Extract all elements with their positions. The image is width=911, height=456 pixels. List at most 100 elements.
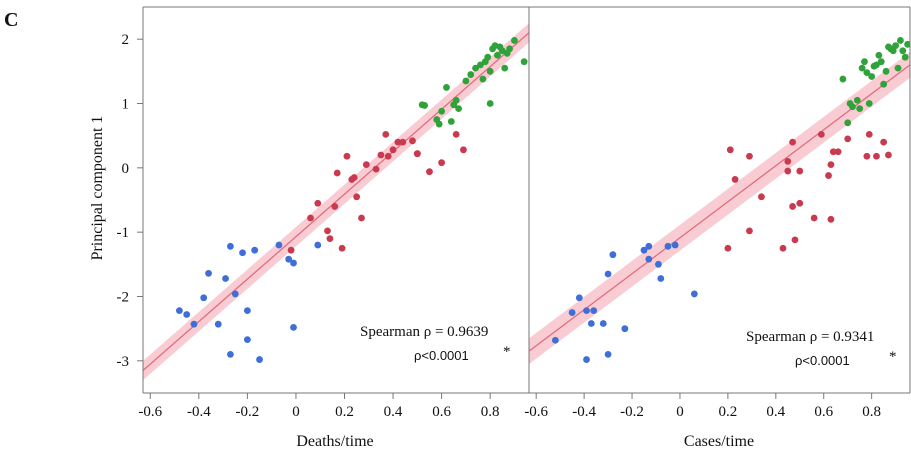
deaths-data-point-blue	[285, 255, 293, 263]
deaths-data-point-blue	[190, 320, 198, 328]
deaths-data-point-blue	[226, 242, 234, 250]
cases-data-point-red	[791, 236, 799, 244]
y-axis-label: Principal component 1	[89, 116, 106, 261]
cases-data-point-green	[904, 40, 910, 48]
cases-data-point-red	[784, 167, 792, 175]
cases-data-point-blue	[599, 320, 607, 327]
deaths-data-point-red	[326, 235, 334, 243]
cases-x-tick-label: -0.2	[620, 404, 644, 420]
cases-data-point-blue	[657, 275, 665, 282]
cases-data-point-green	[853, 96, 861, 104]
deaths-data-point-green	[501, 64, 509, 72]
deaths-x-tick-label: -0.6	[138, 404, 162, 420]
cases-data-point-red	[784, 158, 792, 165]
cases-x-tick-label: 0.2	[719, 404, 738, 420]
deaths-data-point-red	[372, 165, 380, 173]
cases-data-point-blue	[583, 356, 590, 363]
deaths-data-point-green	[467, 71, 475, 78]
cases-data-point-green	[868, 73, 876, 80]
deaths-data-point-red	[426, 168, 433, 176]
cases-data-point-red	[880, 138, 888, 146]
deaths-data-point-blue	[275, 241, 283, 249]
deaths-data-point-green	[435, 120, 443, 128]
deaths-data-point-green	[511, 37, 518, 44]
deaths-x-tick-label: 0	[292, 404, 300, 420]
cases-data-point-red	[817, 130, 825, 138]
cases-data-point-blue	[621, 325, 629, 333]
cases-data-point-green	[901, 53, 909, 61]
cases-data-point-red	[724, 244, 732, 252]
scatter-plot-deaths: -0.6 -0.4 -0.2 0 0.2 0.4 0.6 0.8 2 1 0 -1 -2 -3	[117, 6, 529, 420]
cases-data-point-blue	[575, 294, 583, 302]
cases-data-point-blue	[583, 307, 590, 315]
deaths-data-point-blue	[243, 307, 251, 315]
cases-x-tick-label: 0.4	[766, 404, 785, 420]
spearman-stat-left: Spearman ρ = 0.9639	[360, 324, 488, 340]
deaths-data-point-red	[350, 174, 358, 181]
deaths-data-point-red	[389, 146, 397, 154]
deaths-data-point-blue	[214, 320, 222, 328]
cases-data-point-green	[863, 69, 871, 77]
cases-data-point-red	[810, 214, 818, 222]
cases-data-point-green	[858, 64, 866, 72]
deaths-x-tick-label: 0.6	[432, 404, 451, 420]
spearman-stat-right: Spearman ρ = 0.9341	[746, 329, 874, 345]
scatter-plot-cases: -0.6 -0.4 -0.2 0 0.2 0.4 0.6 0.8	[524, 6, 911, 420]
y-tick-label: 2	[122, 32, 130, 48]
deaths-regression-line	[143, 32, 529, 371]
cases-data-point-red	[726, 146, 734, 154]
cases-data-point-red	[865, 130, 873, 138]
cases-data-point-blue	[664, 242, 672, 250]
deaths-data-point-blue	[239, 249, 246, 257]
deaths-data-point-green	[452, 96, 460, 104]
deaths-x-tick-label: 0.2	[335, 404, 354, 420]
deaths-data-point-green	[443, 84, 450, 91]
deaths-data-point-green	[486, 67, 494, 75]
deaths-data-point-green	[486, 100, 494, 107]
cases-data-point-blue	[645, 242, 653, 250]
cases-data-point-blue	[690, 290, 698, 298]
deaths-data-point-red	[331, 203, 339, 210]
deaths-data-point-red	[438, 159, 446, 167]
deaths-data-point-red	[382, 130, 390, 138]
cases-data-point-green	[849, 103, 856, 111]
deaths-data-point-green	[484, 53, 492, 61]
cases-x-tick-label: 0	[676, 404, 684, 420]
cases-data-point-red	[873, 152, 880, 160]
deaths-data-point-blue	[222, 275, 229, 282]
cases-x-tick-label: -0.4	[572, 404, 596, 420]
deaths-data-point-blue	[176, 307, 183, 315]
cases-data-point-blue	[671, 241, 679, 249]
deaths-data-point-red	[377, 151, 385, 159]
cases-data-point-green	[856, 105, 864, 113]
cases-data-point-green	[844, 119, 852, 127]
deaths-data-point-blue	[314, 241, 322, 249]
deaths-data-point-red	[362, 161, 370, 169]
p-value-left: ρ<0.0001	[414, 348, 469, 363]
cases-x-tick-label: 0.6	[814, 404, 833, 420]
cases-data-point-blue	[568, 309, 576, 316]
cases-data-point-green	[892, 42, 900, 49]
cases-data-point-green	[861, 58, 868, 66]
deaths-data-point-red	[287, 246, 295, 254]
deaths-data-point-green	[462, 77, 470, 85]
deaths-data-point-blue	[243, 336, 251, 344]
cases-data-point-green	[877, 58, 885, 66]
deaths-data-point-green	[447, 118, 455, 125]
deaths-data-point-red	[324, 227, 331, 235]
cases-data-point-blue	[609, 251, 617, 259]
cases-x-tick-label: -0.6	[524, 404, 548, 420]
cases-data-point-green	[894, 64, 902, 72]
cases-x-tick-label: 0.8	[862, 404, 881, 420]
significance-star-left: *	[503, 344, 511, 360]
deaths-data-point-blue	[200, 294, 208, 302]
deaths-data-point-red	[338, 244, 346, 252]
cases-data-point-green	[875, 51, 883, 59]
p-value-right: ρ<0.0001	[795, 353, 850, 368]
deaths-data-point-red	[384, 152, 392, 160]
deaths-data-point-blue	[226, 351, 234, 358]
deaths-data-point-blue	[231, 290, 239, 298]
cases-data-point-blue	[645, 255, 653, 263]
deaths-data-point-red	[460, 146, 467, 154]
deaths-data-point-green	[477, 61, 484, 69]
